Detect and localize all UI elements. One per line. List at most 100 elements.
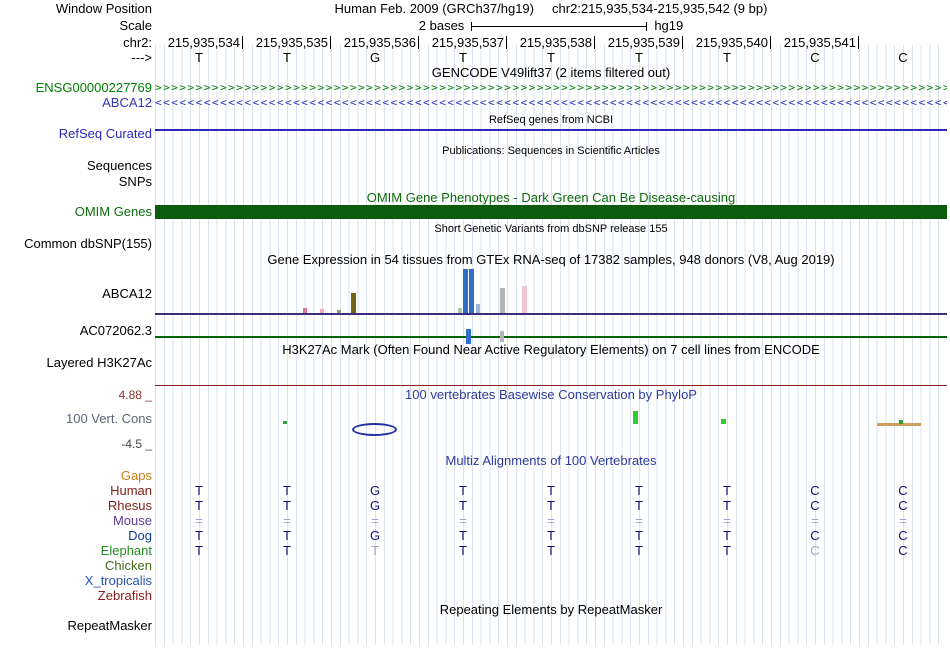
ruler-tick[interactable]: 215,935,537 xyxy=(419,36,507,49)
multiz-row-rhesus[interactable]: Rhesus T T G T T T T C C xyxy=(0,498,950,513)
scale-value: 2 bases xyxy=(418,18,465,33)
gtex-expression-bar[interactable] xyxy=(469,269,474,313)
multiz-row-elephant[interactable]: Elephant T T T T T T T C C xyxy=(0,543,950,558)
track-label-abca12-gtex[interactable]: ABCA12 xyxy=(102,286,152,301)
alignment-base: T xyxy=(635,543,643,558)
ruler-tick[interactable]: 215,935,536 xyxy=(331,36,419,49)
ruler-tick[interactable]: 215,935,539 xyxy=(595,36,683,49)
gencode-ensg-arrows[interactable]: >>>>>>>>>>>>>>>>>>>>>>>>>>>>>>>>>>>>>>>>… xyxy=(155,81,947,94)
ruler-tick[interactable]: 215,935,538 xyxy=(507,36,595,49)
multiz-row-dog[interactable]: Dog T T G T T T T C C xyxy=(0,528,950,543)
publications-track-title: Publications: Sequences in Scientific Ar… xyxy=(442,145,660,157)
track-label-abca12-gencode[interactable]: ABCA12 xyxy=(102,95,152,110)
species-label[interactable]: Elephant xyxy=(100,543,152,558)
gtex-expression-bar[interactable] xyxy=(320,309,324,313)
alignment-base: T xyxy=(547,498,555,513)
multiz-row-human[interactable]: Human T T G T T T T C C xyxy=(0,483,950,498)
alignment-base: = xyxy=(547,513,555,528)
ruler-tick[interactable]: 215,935,534 xyxy=(155,36,243,49)
multiz-row-zebrafish[interactable]: Zebrafish xyxy=(0,588,950,603)
track-label-common-dbsnp[interactable]: Common dbSNP(155) xyxy=(24,236,152,251)
dbsnp-track-title: Short Genetic Variants from dbSNP releas… xyxy=(434,223,668,235)
track-label-sequences[interactable]: Sequences xyxy=(86,158,152,173)
omim-gene-bar[interactable] xyxy=(155,205,947,219)
alignment-base: T xyxy=(547,543,555,558)
track-label-gaps[interactable]: Gaps xyxy=(120,468,152,483)
conservation-ellipse xyxy=(352,423,397,436)
base-letter: G xyxy=(369,50,381,65)
multiz-row-x_tropicalis[interactable]: X_tropicalis xyxy=(0,573,950,588)
species-label[interactable]: Mouse xyxy=(112,513,152,528)
alignment-base: T xyxy=(459,528,467,543)
conservation-plot[interactable] xyxy=(155,400,947,445)
gtex-ac072-baseline[interactable] xyxy=(155,336,947,338)
gtex-expression-bar[interactable] xyxy=(303,308,307,313)
species-label[interactable]: Human xyxy=(110,483,152,498)
window-position-label: Window Position xyxy=(55,1,152,16)
gtex-ac072-bars[interactable] xyxy=(155,329,947,345)
base-letter: C xyxy=(810,50,820,65)
gtex-abca12-baseline[interactable] xyxy=(155,313,947,315)
gtex-expression-bar[interactable] xyxy=(476,304,480,313)
ruler-tick[interactable]: 215,935,540 xyxy=(683,36,771,49)
gtex-abca12-bars[interactable] xyxy=(155,269,947,313)
alignment-base: T xyxy=(195,498,203,513)
track-label-repeatmasker[interactable]: RepeatMasker xyxy=(67,618,152,633)
alignment-base: C xyxy=(898,528,908,543)
species-label[interactable]: Dog xyxy=(128,528,152,543)
gencode-track-title: GENCODE V49lift37 (2 items filtered out) xyxy=(431,65,671,80)
h3k27ac-track-title: H3K27Ac Mark (Often Found Near Active Re… xyxy=(282,342,820,357)
track-label-ensg00000227769[interactable]: ENSG00000227769 xyxy=(35,80,152,95)
alignment-base: = xyxy=(195,513,203,528)
gtex-expression-bar[interactable] xyxy=(351,293,356,313)
gtex-expression-bar[interactable] xyxy=(522,286,527,313)
track-label-layered-h3k27ac[interactable]: Layered H3K27Ac xyxy=(46,355,152,370)
ruler[interactable]: 215,935,534 215,935,535 215,935,536 215,935… xyxy=(155,36,947,49)
alignment-base: T xyxy=(195,528,203,543)
gencode-abca12-arrows[interactable]: <<<<<<<<<<<<<<<<<<<<<<<<<<<<<<<<<<<<<<<<… xyxy=(155,96,947,109)
gtex-expression-bar[interactable] xyxy=(458,308,462,313)
alignment-base: T xyxy=(371,543,379,558)
gtex-expression-bar[interactable] xyxy=(463,269,468,313)
multiz-rows: Human T T G T T T T C C Rhesus T T G T T T T C C Mouse = = = = = =… xyxy=(0,483,950,605)
track-label-refseq-curated[interactable]: RefSeq Curated xyxy=(58,126,152,141)
track-label-ac072062[interactable]: AC072062.3 xyxy=(79,323,152,338)
base-letter: T xyxy=(459,50,467,65)
ruler-tick[interactable] xyxy=(859,36,947,49)
base-letter: T xyxy=(723,50,731,65)
track-label-snps[interactable]: SNPs xyxy=(118,174,152,189)
scale-label: Scale xyxy=(119,18,152,33)
multiz-row-chicken[interactable]: Chicken xyxy=(0,558,950,573)
species-label[interactable]: Zebrafish xyxy=(97,588,152,603)
gtex-expression-bar[interactable] xyxy=(500,331,504,342)
base-position-gridlines xyxy=(155,45,947,645)
multiz-row-mouse[interactable]: Mouse = = = = = = = = = xyxy=(0,513,950,528)
track-label-omim-genes[interactable]: OMIM Genes xyxy=(74,204,152,219)
gtex-expression-bar[interactable] xyxy=(466,329,471,344)
track-label-100-vert-cons[interactable]: 100 Vert. Cons xyxy=(66,411,152,426)
alignment-base: T xyxy=(547,483,555,498)
conservation-tick xyxy=(283,421,287,424)
alignment-base: T xyxy=(195,483,203,498)
alignment-base: T xyxy=(283,483,291,498)
alignment-base: C xyxy=(898,543,908,558)
alignment-base: = xyxy=(283,513,291,528)
alignment-base: T xyxy=(459,483,467,498)
conservation-min-value: -4.5 _ xyxy=(121,437,152,451)
conservation-tick xyxy=(899,420,903,424)
species-label[interactable]: Rhesus xyxy=(107,498,152,513)
alignment-base: C xyxy=(898,483,908,498)
alignment-base: G xyxy=(369,483,381,498)
species-label[interactable]: Chicken xyxy=(105,558,152,573)
refseq-gene-line[interactable] xyxy=(155,129,947,131)
ruler-tick[interactable]: 215,935,535 xyxy=(243,36,331,49)
alignment-base: G xyxy=(369,498,381,513)
gtex-expression-bar[interactable] xyxy=(337,310,341,313)
ruler-tick[interactable]: 215,935,541 xyxy=(771,36,859,49)
species-label[interactable]: X_tropicalis xyxy=(84,573,152,588)
alignment-base: T xyxy=(547,528,555,543)
alignment-base: T xyxy=(459,543,467,558)
gtex-expression-bar[interactable] xyxy=(500,288,505,313)
